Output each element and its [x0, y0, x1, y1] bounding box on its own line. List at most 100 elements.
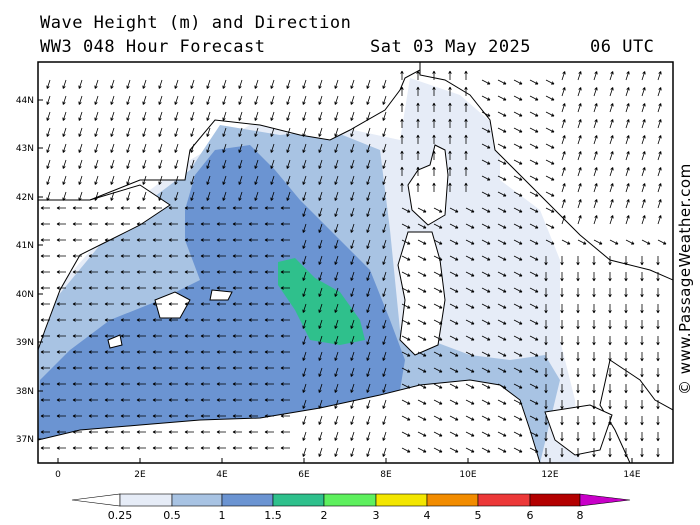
direction-arrow [577, 215, 582, 225]
direction-arrow [400, 102, 404, 112]
direction-arrow [382, 239, 387, 249]
direction-arrow [465, 319, 475, 325]
direction-arrow [302, 159, 307, 169]
direction-arrow [302, 431, 307, 441]
direction-arrow [72, 254, 82, 258]
direction-arrow [88, 382, 98, 386]
direction-arrow [481, 175, 491, 181]
direction-arrow [318, 383, 323, 393]
direction-arrow [449, 239, 459, 245]
direction-arrow [432, 182, 436, 192]
direction-arrow [94, 175, 99, 185]
direction-arrow [640, 256, 644, 266]
direction-arrow [286, 127, 291, 137]
direction-arrow [254, 95, 259, 105]
direction-arrow [624, 304, 628, 314]
direction-arrow [366, 191, 371, 201]
direction-arrow [545, 95, 555, 101]
direction-arrow [302, 111, 307, 121]
lat-label-39N: 39N [16, 338, 34, 348]
direction-arrow [432, 102, 436, 112]
direction-arrow [56, 414, 66, 418]
lon-label-2E: 2E [134, 470, 146, 480]
direction-arrow [334, 447, 339, 457]
direction-arrow [560, 288, 564, 298]
direction-arrow [529, 399, 539, 405]
direction-arrow [497, 303, 507, 309]
direction-arrow [152, 430, 162, 434]
direction-arrow [433, 383, 443, 389]
direction-arrow [334, 415, 339, 425]
direction-arrow [302, 191, 307, 201]
direction-arrow [366, 255, 371, 265]
direction-arrow [334, 111, 339, 121]
direction-arrow [481, 303, 491, 309]
direction-arrow [529, 207, 539, 213]
forecast-date: Sat 03 May 2025 [370, 37, 532, 57]
direction-arrow [318, 79, 323, 89]
direction-arrow [401, 287, 411, 293]
direction-arrow [232, 446, 242, 450]
direction-arrow [657, 119, 662, 129]
direction-arrow [248, 446, 258, 450]
direction-arrow [238, 175, 243, 185]
direction-arrow [529, 239, 539, 245]
direction-arrow [448, 86, 452, 96]
direction-arrow [184, 366, 194, 370]
direction-arrow [216, 286, 226, 290]
direction-arrow [104, 430, 114, 434]
direction-arrow [270, 111, 275, 121]
direction-arrow [206, 95, 211, 105]
direction-arrow [264, 446, 274, 450]
direction-arrow [56, 254, 66, 258]
direction-arrow [78, 159, 83, 169]
direction-arrow [232, 302, 242, 306]
direction-arrow [40, 302, 50, 306]
direction-arrow [545, 159, 555, 165]
direction-arrow [264, 286, 274, 290]
direction-arrow [625, 215, 630, 225]
direction-arrow [576, 384, 580, 394]
lat-label-42N: 42N [16, 193, 34, 203]
direction-arrow [465, 223, 475, 229]
direction-arrow [248, 302, 258, 306]
direction-arrow [464, 102, 468, 112]
direction-arrow [158, 143, 163, 153]
direction-arrow [350, 415, 355, 425]
direction-arrow [318, 255, 323, 265]
direction-arrow [382, 159, 387, 169]
direction-arrow [529, 159, 539, 165]
direction-arrow [104, 302, 114, 306]
direction-arrow [382, 367, 387, 377]
direction-arrow [433, 287, 443, 293]
direction-arrow [417, 415, 427, 421]
direction-arrow [433, 335, 443, 341]
direction-arrow [464, 70, 468, 80]
direction-arrow [560, 336, 564, 346]
direction-arrow [382, 335, 387, 345]
direction-arrow [302, 367, 307, 377]
direction-arrow [264, 382, 274, 386]
direction-arrow [417, 367, 427, 373]
direction-arrow [56, 238, 66, 242]
direction-arrow [576, 336, 580, 346]
direction-arrow [432, 118, 436, 128]
direction-arrow [401, 351, 411, 357]
direction-arrow [417, 207, 427, 213]
direction-arrow [110, 175, 115, 185]
direction-arrow [433, 447, 443, 453]
direction-arrow [190, 159, 195, 169]
direction-arrow [448, 166, 452, 176]
direction-arrow [624, 288, 628, 298]
direction-arrow [382, 175, 387, 185]
direction-arrow [449, 223, 459, 229]
direction-arrow [416, 166, 420, 176]
direction-arrow [366, 143, 371, 153]
direction-arrow [110, 143, 115, 153]
direction-arrow [609, 71, 614, 81]
direction-arrow [334, 255, 339, 265]
direction-arrow [334, 79, 339, 89]
direction-arrow [302, 399, 307, 409]
direction-arrow [88, 254, 98, 258]
direction-arrow [238, 159, 243, 169]
